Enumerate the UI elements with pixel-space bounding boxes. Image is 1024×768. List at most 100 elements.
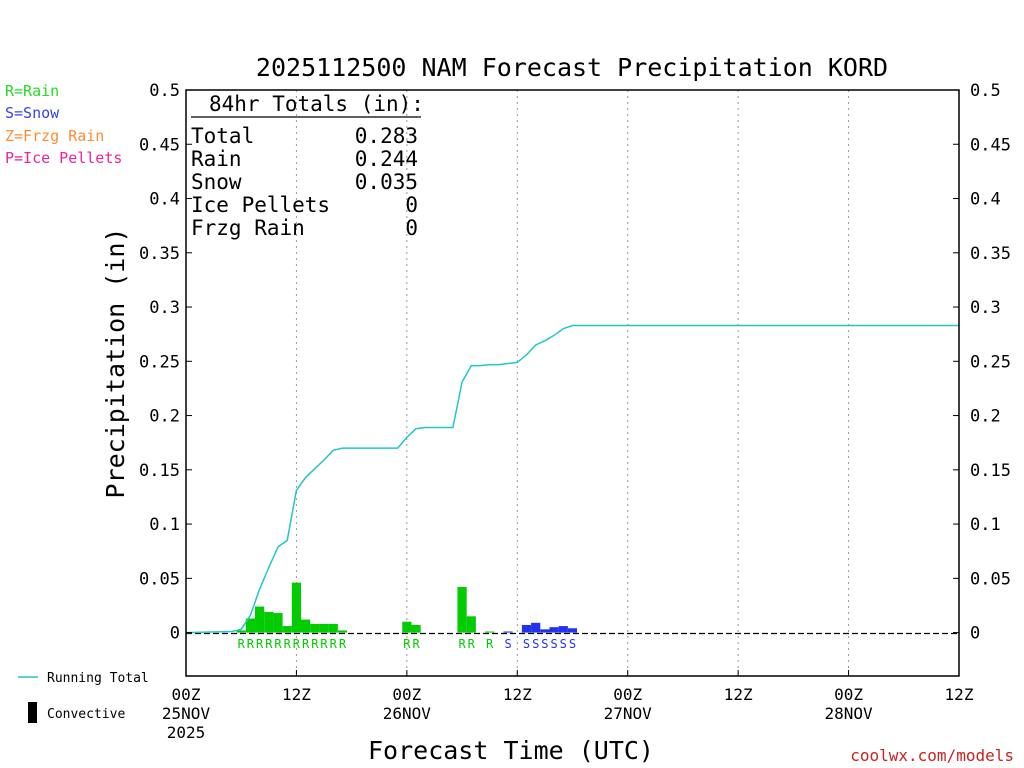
totals-label-ice-pellets: Ice Pellets: [191, 193, 330, 217]
rain-bar: [255, 606, 265, 633]
running-total-line: [185, 324, 959, 634]
rain-bar: [328, 623, 338, 633]
rain-marker: R: [330, 637, 338, 651]
type-legend: R=Rain S=Snow Z=Frzg Rain P=Ice Pellets: [5, 82, 122, 167]
y-tick-label-right: 0.05: [970, 569, 1011, 589]
y-tick-label-right: 0.3: [970, 298, 1001, 318]
x-tick-label: 00Z: [172, 685, 201, 704]
rain-bar: [466, 616, 476, 633]
rain-marker: R: [247, 637, 255, 651]
rain-marker: R: [403, 637, 411, 651]
legend-ice-pellets: P=Ice Pellets: [5, 149, 122, 167]
y-tick-label-left: 0.3: [149, 298, 180, 318]
y-tick-label-right: 0.1: [970, 515, 1001, 535]
rain-marker: R: [468, 637, 476, 651]
totals-box: 84hr Totals (in): Total 0.283 Rain 0.244…: [191, 92, 424, 240]
y-tick-label-left: 0.4: [149, 190, 180, 210]
snow-marker: S: [569, 637, 576, 651]
snow-marker: S: [541, 637, 548, 651]
y-tick-label-left: 0.2: [149, 407, 180, 427]
totals-label-rain: Rain: [191, 147, 242, 171]
x-tick-label: 12Z: [724, 685, 753, 704]
y-tick-label-left: 0.1: [149, 515, 180, 535]
legend-rain: R=Rain: [5, 82, 59, 100]
totals-label-total: Total: [191, 124, 254, 148]
snow-bar: [540, 629, 550, 633]
legend-frzg-rain: Z=Frzg Rain: [5, 127, 104, 145]
x-tick-label: 12Z: [503, 685, 532, 704]
gridlines: [295, 90, 850, 676]
rain-marker: R: [339, 637, 347, 651]
x-tick-label: 00Z: [392, 685, 421, 704]
y-tick-label-left: 0.05: [139, 569, 180, 589]
y-ticks: 0.5 0.5 0.45 0.45 0.4 0.4 0.35 0.35 0.3 0.3 0.25 0.…: [139, 81, 1011, 644]
y-tick-label-left: 0.15: [139, 461, 180, 481]
x-tick-label: 00Z: [834, 685, 863, 704]
x-tick-label: 00Z: [613, 685, 642, 704]
x-axis-label: Forecast Time (UTC): [368, 736, 654, 765]
rain-marker: R: [274, 637, 282, 651]
snow-marker: S: [523, 637, 530, 651]
plot-frame: [185, 89, 960, 677]
totals-value-frzg-rain: 0: [405, 216, 418, 240]
snow-bar: [558, 626, 568, 633]
rain-marker: R: [412, 637, 420, 651]
y-tick-label-right: 0.25: [970, 352, 1011, 372]
y-tick-label-left: 0.45: [139, 135, 180, 155]
totals-heading: 84hr Totals (in):: [209, 92, 424, 116]
snow-marker: S: [560, 637, 567, 651]
rain-marker: R: [486, 637, 494, 651]
credit-text: coolwx.com/models: [850, 746, 1014, 765]
rain-marker: R: [284, 637, 292, 651]
snow-bar: [521, 624, 532, 633]
rain-marker: R: [302, 637, 310, 651]
rain-bar: [236, 630, 246, 633]
y-axis-label: Precipitation (in): [101, 228, 130, 499]
totals-value-rain: 0.244: [355, 147, 418, 171]
rain-marker: R: [320, 637, 328, 651]
snow-bar: [549, 627, 559, 633]
rain-marker: R: [265, 637, 273, 651]
rain-marker: R: [311, 637, 319, 651]
convective-legend-label: Convective: [47, 707, 125, 722]
chart-title: 2025112500 NAM Forecast Precipitation KO…: [256, 53, 888, 82]
y-tick-label-right: 0.35: [970, 244, 1011, 264]
rain-bar: [282, 626, 292, 633]
snow-marker: S: [550, 637, 557, 651]
series-legend: Running Total Convective: [18, 671, 149, 723]
snow-bar: [531, 622, 541, 633]
rain-bar: [245, 618, 256, 633]
totals-label-frzg-rain: Frzg Rain: [191, 216, 305, 240]
y-tick-label-right: 0.5: [970, 81, 1001, 101]
snow-marker: S: [532, 637, 539, 651]
rain-marker: R: [458, 637, 466, 651]
totals-value-snow: 0.035: [355, 170, 418, 194]
y-tick-label-left: 0.35: [139, 244, 180, 264]
totals-value-ice-pellets: 0: [405, 193, 418, 217]
rain-bar: [337, 630, 348, 633]
rain-bar: [310, 623, 320, 633]
totals-label-snow: Snow: [191, 170, 242, 194]
rain-bar: [273, 613, 283, 633]
y-tick-label-right: 0.4: [970, 190, 1001, 210]
rain-bar: [457, 587, 467, 633]
snow-marker: S: [504, 637, 511, 651]
y-tick-label-right: 0.45: [970, 135, 1011, 155]
y-tick-label-left: 0: [170, 624, 180, 644]
x-tick-label: 28NOV: [824, 704, 873, 723]
rain-marker: R: [293, 637, 301, 651]
x-tick-label: 25NOV: [162, 704, 211, 723]
convective-legend-swatch: [28, 702, 37, 723]
rain-bar: [264, 611, 274, 633]
snow-bar: [503, 631, 513, 633]
x-tick-label: 27NOV: [604, 704, 653, 723]
snow-bar: [567, 628, 578, 633]
y-tick-label-right: 0.2: [970, 407, 1001, 427]
rain-marker: R: [256, 637, 264, 651]
rain-bar: [319, 623, 329, 633]
x-tick-label: 12Z: [282, 685, 311, 704]
legend-snow: S=Snow: [5, 104, 60, 122]
y-tick-label-left: 0.25: [139, 352, 180, 372]
